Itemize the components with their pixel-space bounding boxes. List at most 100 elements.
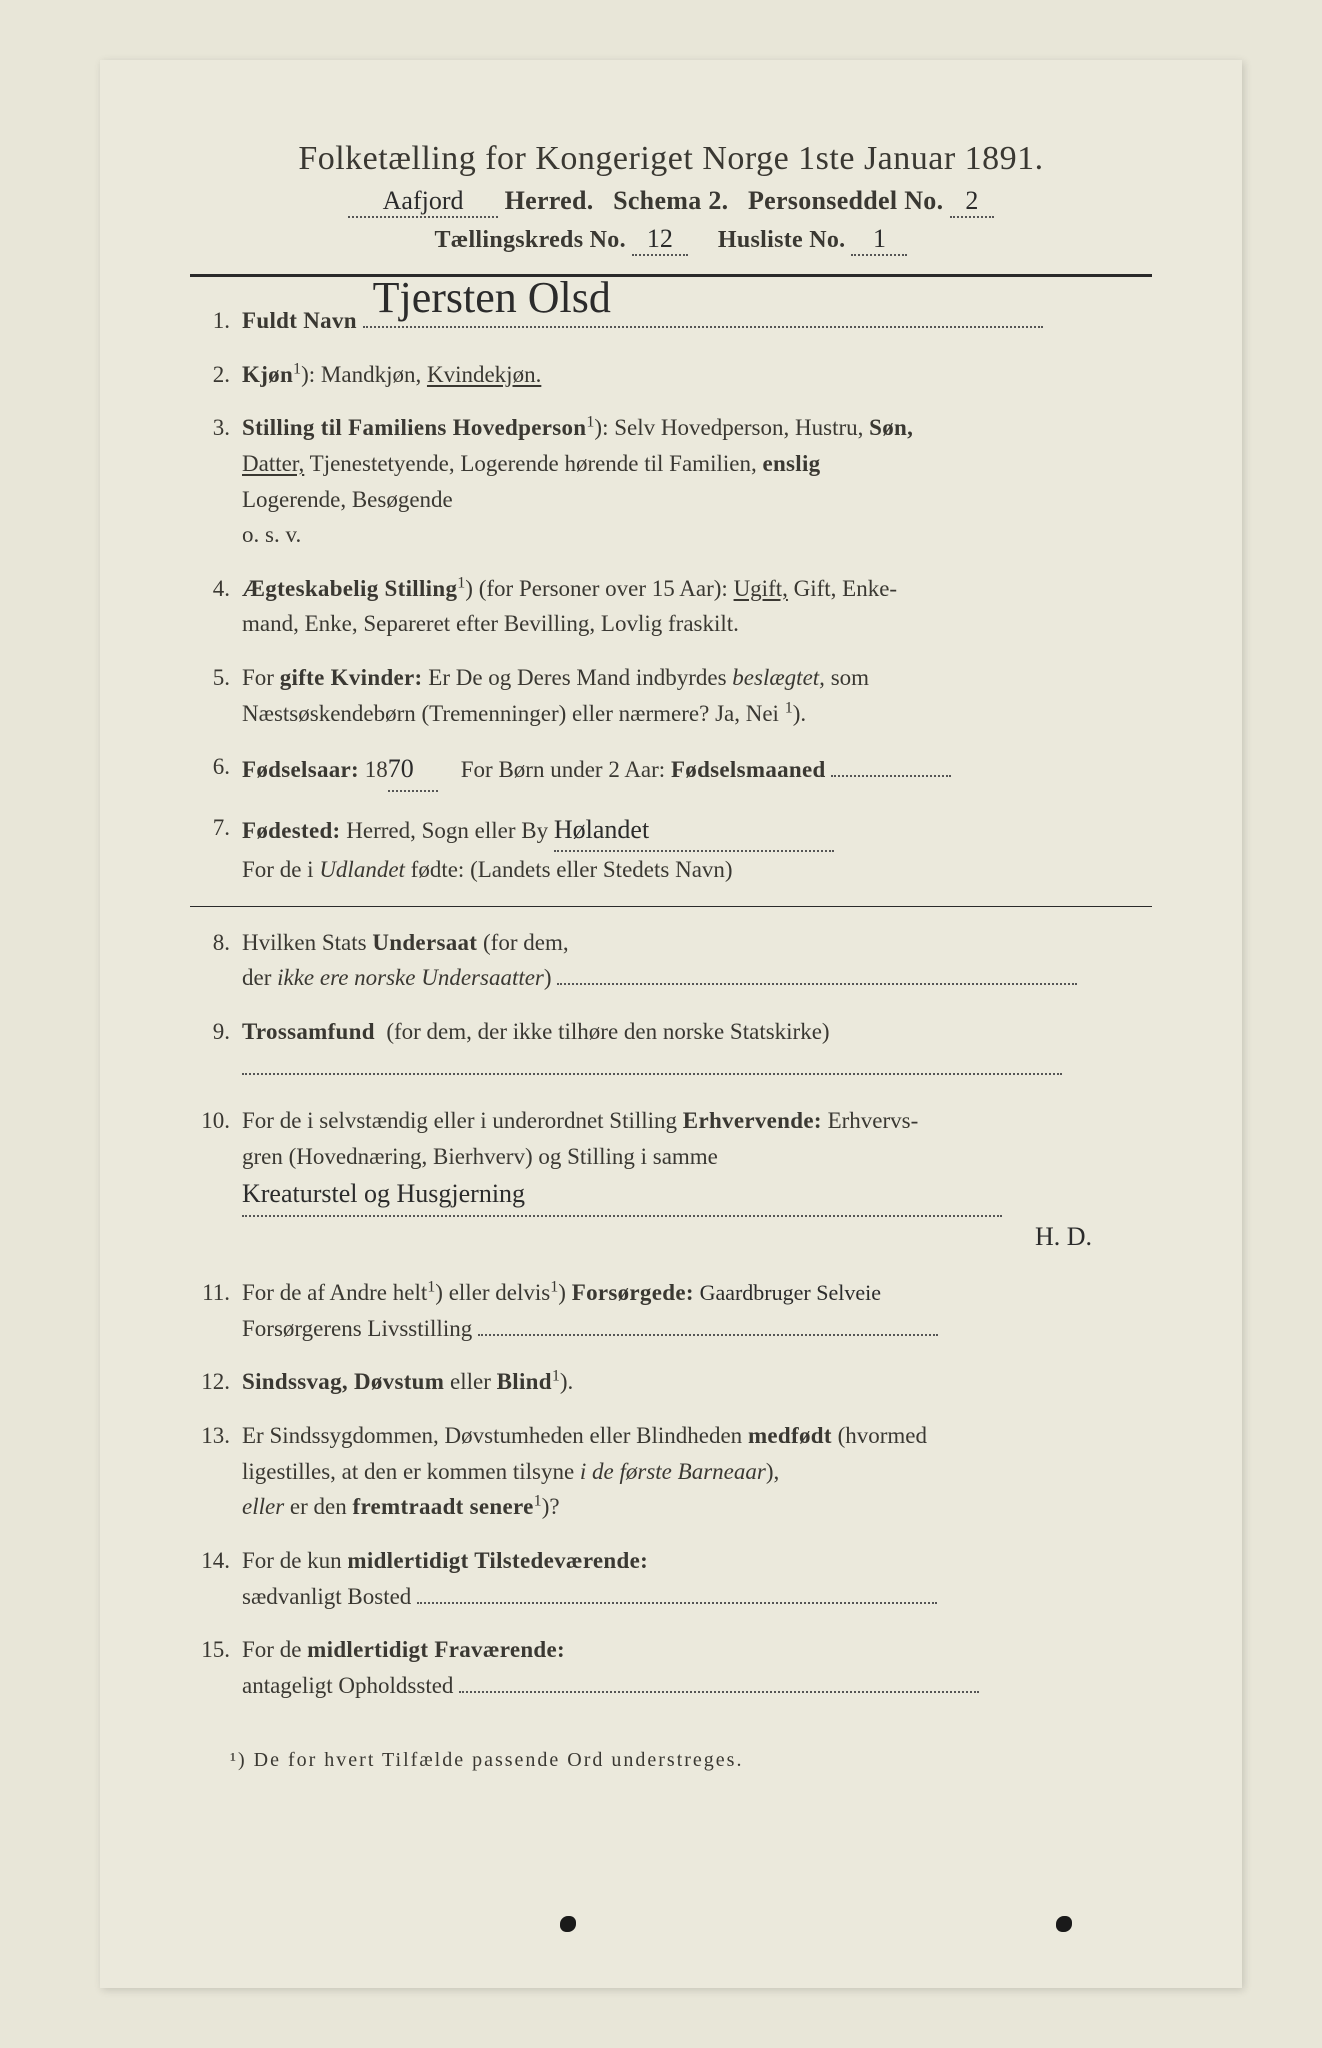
q10-text2: Erhvervs-	[828, 1108, 919, 1133]
q13-ital2: eller	[242, 1494, 284, 1519]
q4-rest: Gift, Enke-	[794, 576, 897, 601]
q10-value: Kreaturstel og Husgjerning	[242, 1179, 525, 1208]
q15-fill	[459, 1691, 979, 1693]
q14-fill	[417, 1602, 937, 1604]
q6-label2: Fødselsmaaned	[671, 757, 826, 782]
q13-line3: er den	[290, 1494, 347, 1519]
q12-text: eller	[450, 1369, 491, 1394]
form-list-2: Hvilken Stats Undersaat (for dem, der ik…	[190, 925, 1152, 1704]
q7-fill: Hølandet	[554, 810, 834, 852]
personseddel-label: Personseddel No.	[748, 186, 943, 215]
q7-line2a: For de i	[242, 857, 314, 882]
main-title: Folketælling for Kongeriget Norge 1ste J…	[190, 140, 1152, 178]
schema-label: Schema 2.	[613, 186, 728, 215]
q10-text1: For de i selvstændig eller i underordnet…	[242, 1108, 677, 1133]
q5-lead: For	[242, 665, 274, 690]
q12-label: Sindssvag, Døvstum	[242, 1369, 444, 1394]
q3-datter: Datter,	[242, 451, 304, 476]
q6: Fødselsaar: 1870 For Børn under 2 Aar: F…	[190, 749, 1152, 791]
q9-text: (for dem, der ikke tilhøre den norske St…	[386, 1019, 829, 1044]
q5-text2: som	[831, 665, 869, 690]
q8: Hvilken Stats Undersaat (for dem, der ik…	[190, 925, 1152, 996]
q5-text1: Er De og Deres Mand indbyrdes	[428, 665, 726, 690]
q3: Stilling til Familiens Hovedperson1): Se…	[190, 410, 1152, 553]
q4: Ægteskabelig Stilling1) (for Personer ov…	[190, 571, 1152, 642]
q7-value: Hølandet	[554, 815, 649, 844]
q12-label2: Blind	[497, 1369, 552, 1394]
q8-fill	[557, 983, 1077, 985]
q6-fill	[831, 775, 951, 777]
form-sheet: Folketælling for Kongeriget Norge 1ste J…	[100, 60, 1242, 1988]
q7: Fødested: Herred, Sogn eller By Hølandet…	[190, 810, 1152, 888]
q4-ugift: Ugift,	[734, 576, 788, 601]
q2-opt-k: Kvindekjøn.	[427, 362, 541, 387]
footnote: ¹) De for hvert Tilfælde passende Ord un…	[190, 1749, 1152, 1772]
q10-label: Erhvervende:	[683, 1108, 822, 1133]
q15-label: midlertidigt Fraværende:	[307, 1637, 565, 1662]
q2-label: Kjøn	[242, 362, 293, 387]
taellingskreds-label: Tællingskreds No.	[435, 227, 626, 253]
form-list: Fuldt Navn Tjersten Olsd Kjøn1): Mandkjø…	[190, 303, 1152, 888]
rule-top	[190, 274, 1152, 277]
q14-text: For de kun	[242, 1548, 342, 1573]
q13-label2: fremtraadt senere	[352, 1494, 533, 1519]
q9-label: Trossamfund	[242, 1019, 375, 1044]
q5-label: gifte Kvinder:	[280, 665, 423, 690]
q14: For de kun midlertidigt Tilstedeværende:…	[190, 1543, 1152, 1614]
q13-text2: (hvormed	[838, 1423, 927, 1448]
husliste-no: 1	[873, 224, 886, 253]
q15-line2: antageligt Opholdssted	[242, 1673, 453, 1698]
q11: For de af Andre helt1) eller delvis1) Fo…	[190, 1275, 1152, 1346]
husliste-label: Husliste No.	[718, 227, 846, 253]
q1-fill: Tjersten Olsd	[363, 326, 1043, 328]
q2: Kjøn1): Mandkjøn, Kvindekjøn.	[190, 357, 1152, 393]
ink-spot-icon	[560, 1916, 576, 1932]
q11-label: Forsørgede:	[572, 1280, 694, 1305]
q1: Fuldt Navn Tjersten Olsd	[190, 303, 1152, 339]
q3-son: Søn,	[869, 415, 913, 440]
q13-line2a: ligestilles, at den er kommen tilsyne	[242, 1459, 574, 1484]
q3-label: Stilling til Familiens Hovedperson	[242, 415, 586, 440]
q6-prefix: 18	[365, 757, 388, 782]
personseddel-no: 2	[965, 186, 978, 215]
q8-line2a: der	[242, 965, 271, 990]
q8-label: Undersaat	[372, 930, 477, 955]
herred-value: Aafjord	[383, 186, 464, 215]
q1-label: Fuldt Navn	[242, 308, 357, 333]
q7-label: Fødested:	[242, 818, 341, 843]
scan-background: Folketælling for Kongeriget Norge 1ste J…	[0, 0, 1322, 2048]
q8-text1: Hvilken Stats	[242, 930, 367, 955]
q11-text1: For de af Andre helt	[242, 1280, 427, 1305]
q10-fill: Kreaturstel og Husgjerning	[242, 1174, 1002, 1216]
q14-label: midlertidigt Tilstedeværende:	[347, 1548, 648, 1573]
q10: For de i selvstændig eller i underordnet…	[190, 1103, 1152, 1257]
q8-ital: ikke ere norske Undersaatter	[277, 965, 544, 990]
q7-line2b: fødte: (Landets eller Stedets Navn)	[411, 857, 733, 882]
q7-ital: Udlandet	[319, 857, 405, 882]
q4-label: Ægteskabelig Stilling	[242, 576, 457, 601]
herred-label: Herred.	[505, 186, 594, 215]
q4-paren: (for Personer over 15 Aar):	[479, 576, 728, 601]
taellingskreds-no: 12	[647, 224, 673, 253]
header-line-2: Tællingskreds No. 12 Husliste No. 1	[190, 224, 1152, 256]
q11-fill	[478, 1334, 938, 1336]
q6-value: 70	[388, 754, 414, 783]
q5: For gifte Kvinder: Er De og Deres Mand i…	[190, 660, 1152, 731]
q3-line3: Logerende, Besøgende	[242, 482, 1152, 518]
q2-opt-m: Mandkjøn,	[321, 362, 421, 387]
q15-text: For de	[242, 1637, 301, 1662]
q6-text2: For Børn under 2 Aar:	[461, 757, 665, 782]
q4-line2: mand, Enke, Separeret efter Bevilling, L…	[242, 606, 1152, 642]
q12: Sindssvag, Døvstum eller Blind1).	[190, 1364, 1152, 1400]
q3-line4: o. s. v.	[242, 517, 1152, 553]
q5-line2: Næstsøskendebørn (Tremenninger) eller næ…	[242, 701, 785, 726]
q13: Er Sindssygdommen, Døvstumheden eller Bl…	[190, 1418, 1152, 1525]
q9: Trossamfund (for dem, der ikke tilhøre d…	[190, 1014, 1152, 1085]
q3-line2b: Tjenestetyende, Logerende hørende til Fa…	[310, 451, 757, 476]
ink-spot-icon	[1056, 1916, 1072, 1932]
q11-value: Gaardbruger Selveie	[700, 1280, 881, 1305]
q11-line2: Forsørgerens Livsstilling	[242, 1316, 472, 1341]
q11-text2: eller delvis	[449, 1280, 551, 1305]
q6-label: Fødselsaar:	[242, 757, 359, 782]
q10-value2: H. D.	[1035, 1222, 1092, 1251]
